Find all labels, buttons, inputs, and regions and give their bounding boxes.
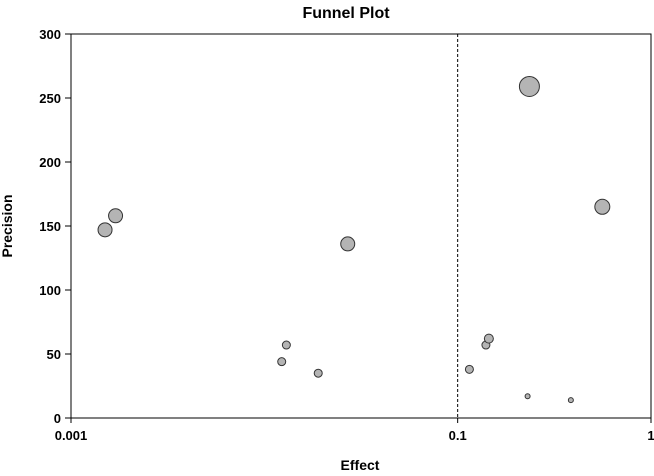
y-tick-label: 300: [39, 27, 61, 42]
x-axis: 0.001 0.1 1: [55, 418, 654, 443]
data-point: [524, 393, 531, 400]
data-point: [97, 222, 113, 238]
data-points: [97, 75, 611, 404]
y-tick-label: 200: [39, 155, 61, 170]
data-point: [313, 368, 323, 378]
data-point: [518, 75, 540, 97]
chart-title: Funnel Plot: [302, 5, 390, 22]
x-tick-label: 1: [647, 428, 654, 443]
y-tick-label: 100: [39, 283, 61, 298]
x-axis-label: Effect: [341, 457, 380, 473]
plot-area: [70, 33, 652, 419]
data-point: [281, 340, 291, 350]
data-point: [567, 397, 574, 404]
y-tick-label: 0: [54, 411, 61, 426]
y-axis: 0 50 100 150 200 250 300: [39, 27, 71, 426]
y-tick-label: 250: [39, 91, 61, 106]
x-tick-label: 0.1: [449, 428, 467, 443]
y-tick-label: 150: [39, 219, 61, 234]
data-point: [340, 236, 356, 252]
plot-frame: [70, 33, 652, 419]
data-point: [277, 357, 287, 367]
data-point: [483, 333, 494, 344]
data-point: [594, 198, 611, 215]
data-point: [464, 364, 474, 374]
y-axis-label: Precision: [0, 194, 15, 257]
data-point: [108, 208, 124, 224]
y-tick-label: 50: [47, 347, 61, 362]
x-tick-label: 0.001: [55, 428, 88, 443]
